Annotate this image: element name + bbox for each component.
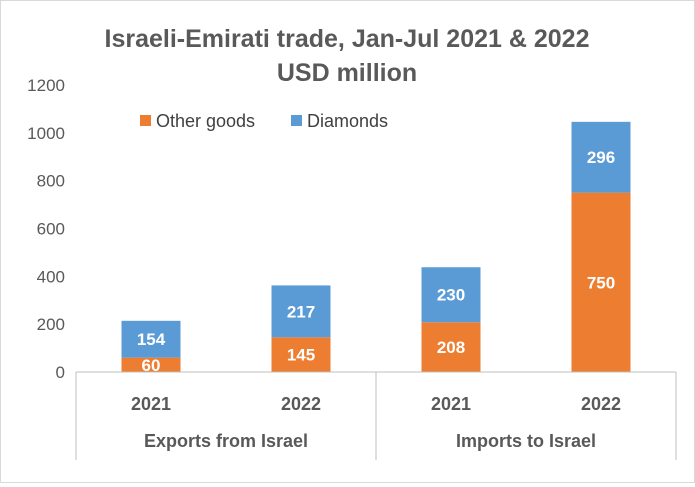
y-tick-label: 0 <box>56 363 65 382</box>
legend-swatch-other-goods <box>140 115 151 126</box>
bars: 60 154 145 217 208 230 750 296 <box>121 121 631 375</box>
bar-segment <box>571 192 631 372</box>
chart-subtitle: USD million <box>277 59 417 87</box>
data-label: 217 <box>287 302 315 321</box>
bar-segment <box>121 357 181 372</box>
legend: Other goods Diamonds <box>140 111 388 131</box>
bar-segment <box>571 121 631 193</box>
bar-segment <box>421 322 481 372</box>
bar-segment <box>421 267 481 323</box>
x-tick-label: 2021 <box>431 394 471 414</box>
x-tick-label: 2022 <box>281 394 321 414</box>
y-tick-label: 1200 <box>27 76 65 95</box>
y-axis: 0 200 400 600 800 1000 1200 <box>27 76 65 382</box>
data-label: 230 <box>437 286 465 305</box>
x-group-label: Exports from Israel <box>144 431 308 451</box>
x-axis: 2021 2022 2021 2022 Exports from Israel Impor… <box>75 371 677 460</box>
data-label: 208 <box>437 338 465 357</box>
y-tick-label: 400 <box>37 267 65 286</box>
data-label: 145 <box>287 346 315 365</box>
y-tick-label: 200 <box>37 315 65 334</box>
legend-label-diamonds: Diamonds <box>307 111 388 131</box>
data-label: 60 <box>142 356 161 375</box>
data-label: 750 <box>587 273 615 292</box>
bar-segment <box>271 285 331 338</box>
x-tick-label: 2022 <box>581 394 621 414</box>
data-label: 296 <box>587 148 615 167</box>
chart-title: Israeli-Emirati trade, Jan-Jul 2021 & 20… <box>105 25 590 53</box>
y-tick-label: 800 <box>37 172 65 191</box>
legend-label-other-goods: Other goods <box>156 111 255 131</box>
bar-segment <box>121 320 181 358</box>
bar-segment <box>271 337 331 372</box>
y-tick-label: 1000 <box>27 124 65 143</box>
x-tick-label: 2021 <box>131 394 171 414</box>
y-tick-label: 600 <box>37 220 65 239</box>
x-group-label: Imports to Israel <box>456 431 596 451</box>
data-label: 154 <box>137 330 166 349</box>
legend-swatch-diamonds <box>291 115 302 126</box>
